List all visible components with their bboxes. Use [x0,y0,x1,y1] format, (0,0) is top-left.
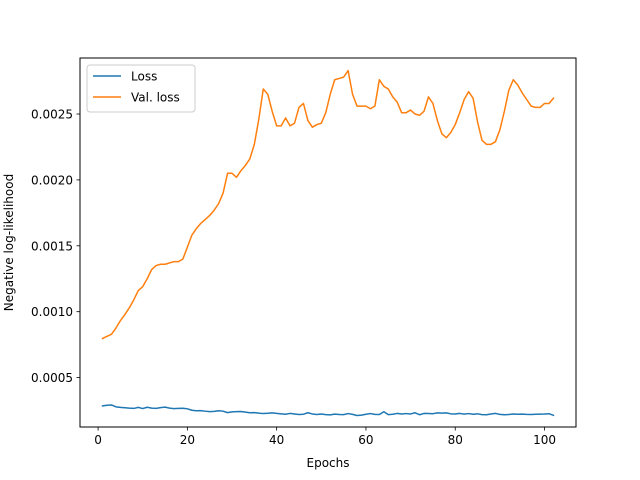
x-tick-label: 0 [94,433,102,447]
x-tick-label: 80 [448,433,463,447]
ticks-layer: 0 20 40 60 80 100 0.0005 0.0010 0.0015 0.0020 0.00… [31,108,556,447]
series-layer [101,69,555,417]
y-tick-label: 0.0005 [31,371,73,385]
y-tick-label: 0.0015 [31,239,73,253]
y-axis-label: Negative log-likelihood [2,174,16,311]
series-line-2 [101,69,555,340]
y-tick-label: 0.0010 [31,305,73,319]
legend-label-2: Val. loss [131,91,180,105]
plot-area [80,58,576,427]
x-tick-label: 60 [358,433,373,447]
x-axis-label: Epochs [307,456,350,470]
plot-frame [79,57,577,428]
x-tick-label: 40 [269,433,284,447]
y-tick-label: 0.0020 [31,173,73,187]
y-tick-label: 0.0025 [31,108,73,122]
x-tick-label: 20 [180,433,195,447]
legend: Loss Val. loss [86,64,196,113]
series-line-1 [101,404,555,417]
legend-label-1: Loss [131,70,157,84]
x-tick-label: 100 [533,433,556,447]
